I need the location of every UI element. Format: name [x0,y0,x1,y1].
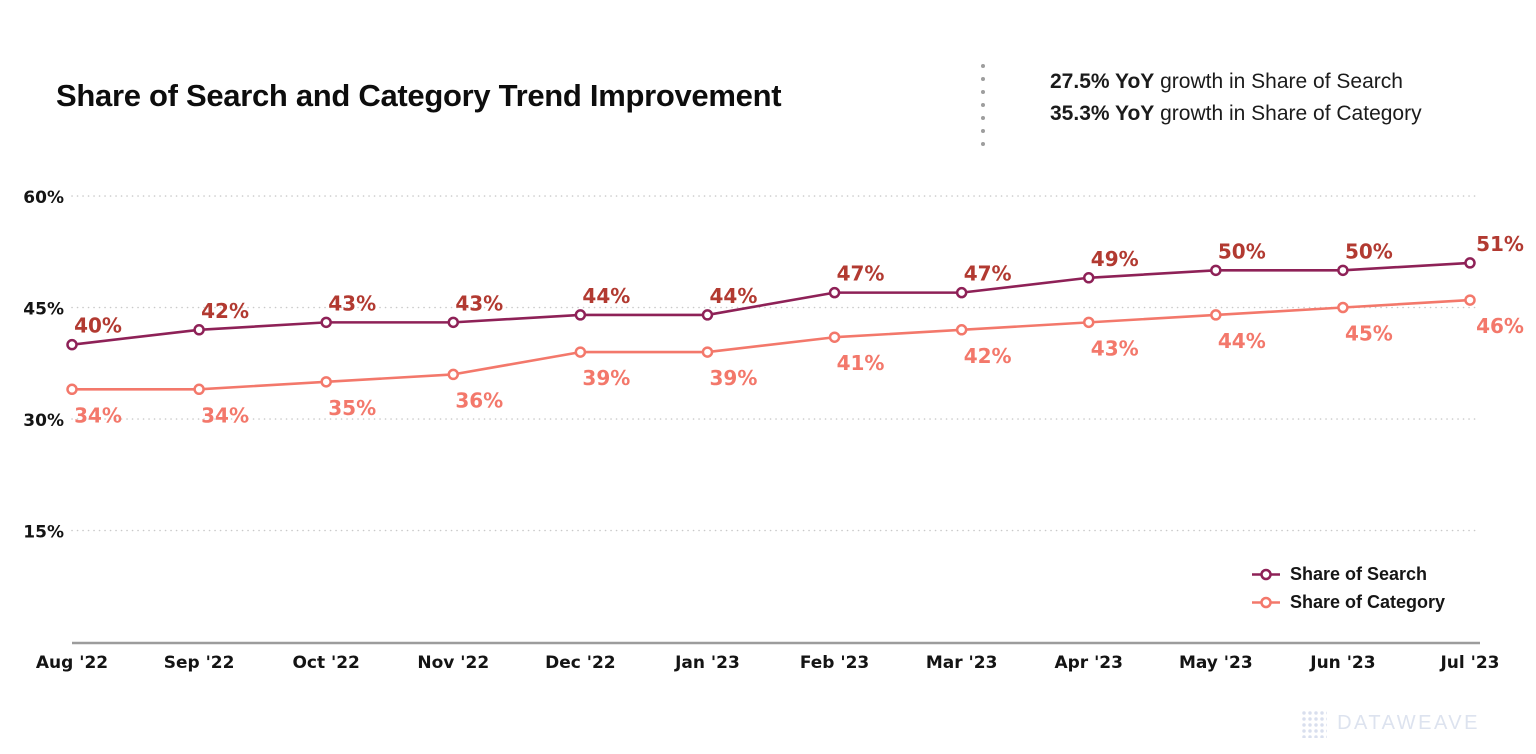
data-point [574,346,587,358]
data-point [1082,272,1095,284]
watermark-text: DATAWEAVE [1337,712,1480,734]
data-label: 39% [582,366,630,390]
data-point [1210,264,1222,277]
data-point [1337,264,1349,277]
dataweave-watermark: DATAWEAVE [1300,709,1480,738]
data-point [447,316,460,329]
dot-grid-icon [1300,709,1328,738]
data-label: 50% [1345,239,1393,263]
data-label: 51% [1476,232,1524,256]
data-point [701,346,714,358]
dotted-divider [981,64,985,146]
legend-label: Share of Search [1290,564,1428,584]
x-tick-label: Jan '23 [674,653,740,673]
data-point [1082,316,1095,329]
data-point [193,324,205,336]
legend-marker-icon [1252,596,1280,609]
x-tick-label: Dec '22 [545,653,616,673]
y-tick-label: 60% [23,188,64,208]
x-tick-label: Jul '23 [1439,653,1499,673]
data-point [828,331,841,343]
y-tick-label: 30% [23,411,64,431]
data-label: 42% [201,299,249,323]
data-label: 43% [328,291,376,315]
data-point [828,286,841,299]
legend-marker-icon [1252,568,1280,581]
y-tick-label: 45% [23,300,64,320]
data-point [66,338,78,351]
data-point [955,286,968,299]
x-tick-label: Oct '22 [292,653,359,673]
yoy-category-text: growth in Share of Category [1154,102,1422,125]
yoy-search-text: growth in Share of Search [1154,70,1403,93]
data-point [1464,294,1476,306]
data-point [1210,309,1222,321]
data-label: 42% [964,344,1012,368]
data-point [701,309,714,321]
x-tick-label: Aug '22 [36,653,108,673]
data-point [1337,301,1349,314]
data-label: 44% [582,284,630,308]
data-label: 44% [1218,329,1266,353]
data-label: 46% [1476,314,1524,338]
yoy-search-line: 27.5% YoY growth in Share of Search [1050,66,1422,98]
data-point [193,383,205,396]
x-tick-label: Mar '23 [926,653,998,673]
data-label: 39% [710,366,758,390]
data-label: 45% [1345,322,1393,346]
x-tick-label: Apr '23 [1054,653,1123,673]
data-point [320,316,332,329]
data-point [66,383,78,396]
data-label: 36% [455,388,503,412]
data-label: 47% [964,262,1012,286]
data-label: 43% [455,291,503,315]
data-label: 43% [1091,336,1139,360]
x-tick-label: May '23 [1179,653,1253,673]
data-label: 50% [1218,239,1266,263]
series-line-share-of-category [72,298,1471,391]
data-point [955,324,968,336]
data-label: 34% [201,403,249,427]
data-label: 49% [1091,247,1139,271]
page-title: Share of Search and Category Trend Impro… [56,78,782,113]
x-tick-label: Feb '23 [800,653,869,673]
legend-item: Share of Category [1252,590,1445,615]
yoy-search-value: 27.5% YoY [1050,70,1155,93]
data-point [320,376,332,388]
data-point [574,309,587,321]
legend-label: Share of Category [1290,592,1446,612]
data-label: 34% [74,403,122,427]
data-point [1464,257,1476,269]
yoy-category-line: 35.3% YoY growth in Share of Category [1050,98,1422,130]
series-line-share-of-search [71,261,1471,346]
x-tick-label: Sep '22 [164,653,235,673]
data-point [447,368,460,381]
chart-legend: Share of Search Share of Category [1252,562,1445,615]
data-label: 35% [328,396,376,420]
data-label: 41% [837,351,885,375]
data-label: 44% [710,284,758,308]
x-tick-label: Jun '23 [1309,653,1375,673]
yoy-category-value: 35.3% YoY [1050,102,1155,125]
legend-item: Share of Search [1252,562,1445,587]
data-label: 47% [837,262,885,286]
data-label: 40% [74,314,122,338]
x-tick-label: Nov '22 [417,653,489,673]
yoy-growth-annotation: 27.5% YoY growth in Share of Search 35.3… [1050,66,1422,130]
y-tick-label: 15% [23,523,64,543]
